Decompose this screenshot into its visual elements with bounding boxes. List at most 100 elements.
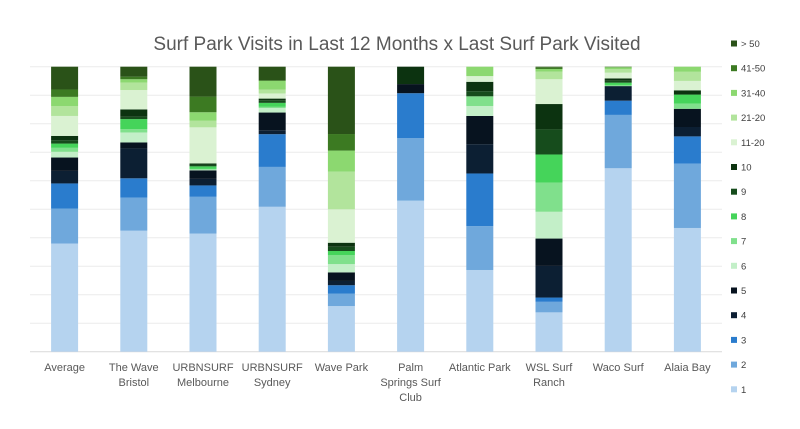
bar-segment-1120: [258, 93, 286, 99]
bar-segment-7: [51, 147, 79, 152]
bar-segment-1: [397, 200, 425, 352]
bar-segment-1120: [51, 115, 79, 136]
bar-segment-5: [327, 272, 355, 281]
legend-swatch: [731, 188, 737, 195]
bar-segment-2120: [258, 89, 286, 94]
bar-segment-8: [120, 119, 148, 130]
bar-segment-1: [535, 312, 563, 352]
legend-swatch: [731, 336, 737, 343]
bar-segment-2: [51, 208, 79, 244]
bar-segment-3: [189, 185, 217, 197]
bar-segment-2: [189, 196, 217, 234]
bar-segment-3140: [120, 79, 148, 83]
bar-segment-2120: [604, 69, 632, 73]
legend-label: 31-40: [741, 88, 765, 99]
legend-swatch: [731, 213, 737, 220]
bar-segment-3: [327, 285, 355, 294]
bar-segment-4: [51, 170, 79, 184]
legend-label: 3: [741, 335, 746, 346]
bar-segment-3: [397, 93, 425, 139]
bar-segment-8: [604, 82, 632, 85]
legend-swatch: [731, 386, 737, 393]
bar-stack: [51, 66, 79, 352]
legend-label: 4: [741, 311, 746, 322]
bar-segment-50: [327, 66, 355, 135]
bar-segment-2120: [120, 82, 148, 91]
bar-segment-4: [673, 126, 701, 137]
legend-item: 1: [731, 385, 746, 396]
bar-segment-7: [327, 254, 355, 265]
legend-swatch: [731, 262, 737, 269]
bar-segment-1: [604, 168, 632, 352]
bar-segment-10: [51, 135, 79, 141]
legend-label: 7: [741, 237, 746, 248]
bar-stack: [258, 66, 286, 352]
bar-segment-6: [466, 105, 494, 116]
bar-segment-3140: [466, 66, 494, 77]
legend-label: 2: [741, 360, 746, 371]
bar-segment-7: [535, 182, 563, 212]
category-label: Palm Springs Surf Club: [380, 362, 441, 404]
bar-segment-4: [535, 265, 563, 298]
bar-segment-2: [535, 301, 563, 313]
bar-segment-1: [673, 227, 701, 352]
category-label-line: Ranch: [533, 377, 565, 389]
bar-segment-1120: [120, 90, 148, 110]
bar-segment-8: [327, 250, 355, 255]
bar-segment-4: [466, 144, 494, 174]
bar-segment-50: [51, 66, 79, 90]
category-label-line: Club: [399, 392, 422, 404]
legend-swatch: [731, 164, 737, 170]
bar-segment-5: [535, 238, 563, 266]
bar-segment-6: [120, 132, 148, 143]
legend-swatch: [731, 361, 737, 368]
legend-label: 1: [741, 385, 746, 396]
bar-stack: [604, 66, 632, 352]
category-label-line: Average: [44, 362, 85, 374]
bar-segment-3: [51, 183, 79, 209]
category-label: Waco Surf: [593, 362, 645, 374]
category-label: Atlantic Park: [449, 362, 511, 374]
bar-segment-3140: [535, 68, 563, 72]
category-label-line: Waco Surf: [593, 362, 645, 374]
legend-item: 8: [731, 212, 746, 223]
bar-segment-3140: [51, 96, 79, 106]
bar-segment-9: [51, 140, 79, 144]
bar-segment-1: [327, 306, 355, 352]
legend-label: 9: [741, 187, 746, 198]
category-label-line: Atlantic Park: [449, 362, 511, 374]
bar-segment-5: [120, 142, 148, 149]
category-label: Wave Park: [315, 362, 369, 374]
bar-stack: [120, 66, 148, 352]
category-label: Alaia Bay: [664, 362, 711, 374]
bar-segment-3: [258, 134, 286, 167]
category-label: URBNSURF Sydney: [242, 362, 303, 389]
bar-segment-1120: [673, 80, 701, 91]
bar-segment-10: [466, 81, 494, 92]
bar-segment-5: [51, 157, 79, 171]
bar-segment-5: [189, 170, 217, 179]
legend-label: 10: [741, 163, 752, 174]
bar-segment-4: [120, 148, 148, 179]
bar-segment-9: [120, 116, 148, 120]
bar-segment-10: [604, 78, 632, 81]
bar-segment-2: [673, 163, 701, 228]
category-label: Average: [44, 362, 85, 374]
bar-segment-3140: [258, 80, 286, 90]
category-label: URBNSURF Melbourne: [172, 362, 233, 389]
legend-label: 8: [741, 212, 746, 223]
chart-title: Surf Park Visits in Last 12 Months x Las…: [153, 34, 640, 55]
legend-label: 21-20: [741, 113, 765, 124]
bar-segment-2: [327, 293, 355, 307]
legend-item: 7: [731, 237, 746, 248]
bar-segment-1: [258, 206, 286, 352]
bar-segment-8: [535, 154, 563, 183]
legend-label: 11-20: [741, 138, 765, 149]
bar-segment-50: [120, 66, 148, 77]
bar-segment-7: [673, 103, 701, 109]
bar-segment-7: [466, 96, 494, 106]
bar-segment-8: [51, 143, 79, 148]
bar-segment-4: [189, 178, 217, 186]
